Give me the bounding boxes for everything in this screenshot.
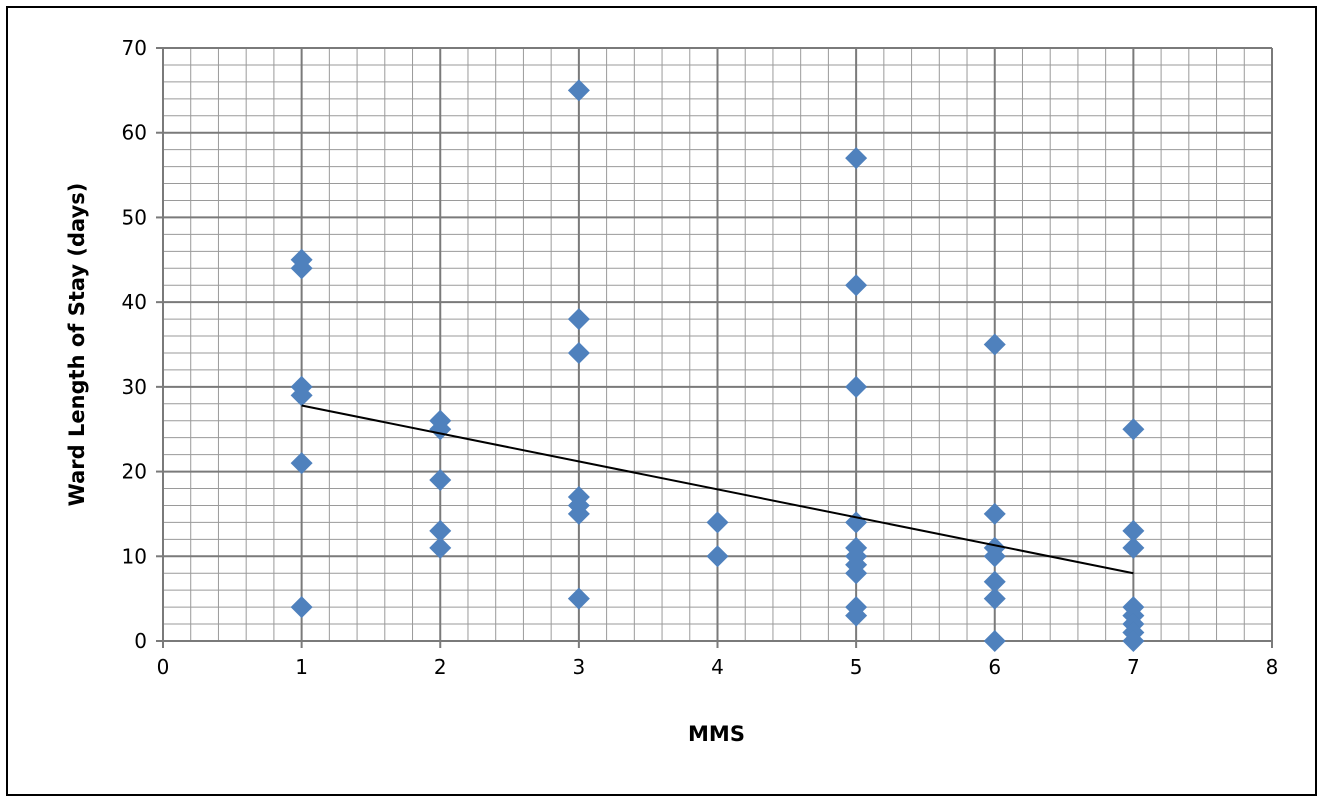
y-axis-title: Ward Length of Stay (days)	[65, 183, 89, 507]
chart-frame	[6, 6, 1317, 796]
axes	[156, 47, 1273, 648]
data-point	[567, 308, 590, 331]
data-point	[983, 587, 1006, 610]
data-point	[845, 375, 868, 398]
y-tick-label: 40	[122, 290, 147, 314]
data-point	[845, 511, 868, 534]
data-point	[567, 502, 590, 525]
data-points	[290, 79, 1145, 652]
data-point	[429, 536, 452, 559]
data-point	[845, 562, 868, 585]
y-tick-label: 10	[122, 544, 147, 568]
data-point	[290, 596, 313, 619]
data-point	[567, 341, 590, 364]
data-point	[983, 502, 1006, 525]
data-point	[1122, 536, 1145, 559]
data-point	[983, 570, 1006, 593]
y-tick-label: 60	[122, 121, 147, 145]
data-point	[429, 469, 452, 492]
data-point	[429, 519, 452, 542]
x-tick-labels: 0 1 2 3 4 5 6 7 8	[157, 655, 1279, 679]
y-tick-label: 0	[134, 629, 147, 653]
data-point	[706, 545, 729, 568]
data-point	[983, 333, 1006, 356]
x-tick-label: 1	[295, 655, 308, 679]
data-point	[290, 384, 313, 407]
data-point	[845, 274, 868, 297]
data-point	[290, 257, 313, 280]
data-point	[1122, 630, 1145, 652]
data-point	[567, 587, 590, 610]
y-tick-label: 20	[122, 460, 147, 484]
x-tick-label: 7	[1127, 655, 1140, 679]
y-tick-labels: 0 10 20 30 40 50 60 70	[122, 36, 147, 653]
x-tick-label: 5	[850, 655, 863, 679]
data-point	[1122, 418, 1145, 441]
data-point	[845, 147, 868, 170]
trendline-group	[301, 404, 1134, 575]
data-point	[706, 511, 729, 534]
y-tick-label: 50	[122, 205, 147, 229]
x-tick-label: 6	[988, 655, 1001, 679]
data-point	[983, 630, 1006, 652]
trendline	[301, 404, 1134, 575]
data-point	[1122, 519, 1145, 542]
x-tick-label: 4	[711, 655, 724, 679]
data-point	[567, 79, 590, 102]
data-point	[983, 545, 1006, 568]
y-tick-label: 30	[122, 375, 147, 399]
data-point	[290, 452, 313, 475]
x-tick-label: 0	[157, 655, 170, 679]
x-axis-title: MMS	[688, 722, 745, 746]
data-point	[845, 604, 868, 627]
y-tick-label: 70	[122, 36, 147, 60]
x-tick-label: 8	[1266, 655, 1279, 679]
x-tick-label: 2	[434, 655, 447, 679]
x-tick-label: 3	[573, 655, 586, 679]
